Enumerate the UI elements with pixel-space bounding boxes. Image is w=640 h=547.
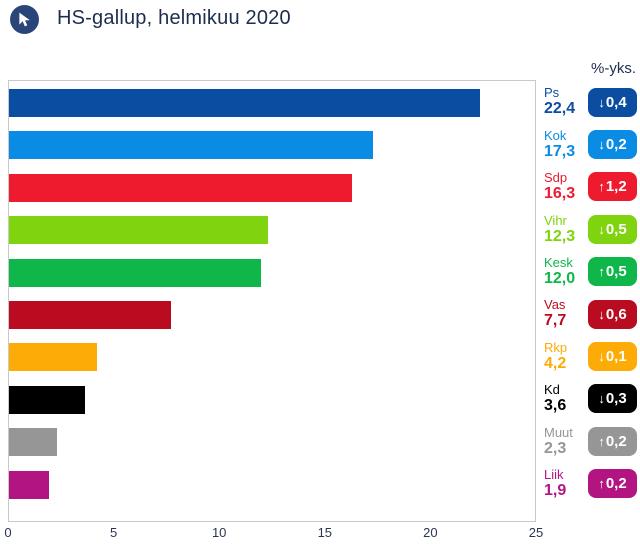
change-value: 0,5 (605, 263, 627, 281)
change-value: 0,6 (605, 305, 627, 323)
party-abbr: Muut (544, 424, 573, 440)
x-tick-20: 20 (423, 525, 438, 540)
party-label: Ps 22,4 (544, 85, 576, 118)
x-tick-0: 0 (4, 525, 12, 540)
party-label: Kesk 12,0 (544, 254, 576, 287)
party-abbr: Kd (544, 382, 560, 398)
change-value: 0,5 (605, 220, 627, 238)
bar-vas (9, 301, 171, 329)
party-label: Kd 3,6 (544, 382, 567, 415)
legend-entry-vihr: Vihr 12,3 ↓ 0,5 (544, 211, 637, 247)
party-value: 3,6 (544, 397, 567, 415)
bar-kok (9, 131, 373, 160)
arrow-up-icon: ↑ (598, 433, 605, 449)
change-badge: ↓ 0,4 (588, 87, 637, 117)
party-value: 4,2 (544, 354, 567, 372)
legend-column-header: %-yks. (591, 60, 636, 77)
change-badge: ↓ 0,1 (588, 341, 637, 371)
bar-kd (9, 385, 85, 414)
party-value: 7,7 (544, 312, 567, 330)
bar-vihr (9, 216, 268, 245)
party-value: 12,0 (544, 269, 576, 287)
change-value: 1,2 (605, 178, 627, 196)
party-abbr: Kok (544, 127, 567, 143)
party-label: Vas 7,7 (544, 297, 567, 330)
change-value: 0,1 (605, 347, 627, 365)
change-value: 0,2 (605, 432, 627, 450)
change-badge: ↑ 0,2 (588, 426, 637, 456)
legend-entry-ps: Ps 22,4 ↓ 0,4 (544, 84, 637, 120)
change-badge: ↓ 0,2 (588, 129, 637, 159)
change-badge: ↓ 0,3 (588, 384, 637, 414)
plot-area (8, 80, 536, 522)
legend-entry-rkp: Rkp 4,2 ↓ 0,1 (544, 338, 637, 374)
party-label: Rkp 4,2 (544, 339, 568, 372)
legend-entry-vas: Vas 7,7 ↓ 0,6 (544, 296, 637, 332)
change-badge: ↑ 0,2 (588, 469, 637, 499)
party-label: Muut 2,3 (544, 424, 573, 457)
party-value: 22,4 (544, 100, 576, 118)
party-label: Vihr 12,3 (544, 212, 576, 245)
arrow-down-icon: ↓ (598, 136, 605, 152)
legend-entry-sdp: Sdp 16,3 ↑ 1,2 (544, 169, 637, 205)
legend-entry-kd: Kd 3,6 ↓ 0,3 (544, 381, 637, 417)
arrow-down-icon: ↓ (598, 306, 605, 322)
arrow-up-icon: ↑ (598, 179, 605, 195)
arrow-down-icon: ↓ (598, 221, 605, 237)
party-abbr: Sdp (544, 170, 568, 186)
header: HS-gallup, helmikuu 2020 (0, 0, 640, 56)
bar-sdp (9, 173, 352, 202)
change-badge: ↑ 1,2 (588, 172, 637, 202)
party-value: 12,3 (544, 227, 576, 245)
bar-rkp (9, 343, 98, 372)
party-value: 16,3 (544, 185, 576, 203)
party-abbr: Vas (544, 297, 566, 313)
x-axis: 0 5 10 15 20 25 (4, 525, 543, 543)
bar-ps (9, 89, 481, 117)
change-value: 0,3 (605, 390, 627, 408)
legend-entry-kesk: Kesk 12,0 ↑ 0,5 (544, 254, 637, 290)
legend-entry-liik: Liik 1,9 ↑ 0,2 (544, 466, 637, 502)
legend-entry-kok: Kok 17,3 ↓ 0,2 (544, 126, 637, 162)
bar-liik (9, 470, 49, 499)
x-tick-25: 25 (528, 525, 544, 540)
arrow-down-icon: ↓ (598, 391, 605, 407)
arrow-up-icon: ↑ (598, 264, 605, 280)
party-abbr: Kesk (544, 254, 573, 270)
party-value: 17,3 (544, 142, 576, 160)
change-value: 0,4 (605, 93, 627, 111)
change-badge: ↑ 0,5 (588, 257, 637, 287)
party-abbr: Vihr (544, 212, 567, 228)
party-value: 2,3 (544, 439, 567, 457)
bar-kesk (9, 258, 262, 287)
arrow-down-icon: ↓ (598, 94, 605, 110)
party-abbr: Rkp (544, 339, 568, 355)
x-tick-10: 10 (211, 525, 227, 540)
arrow-up-icon: ↑ (598, 476, 605, 492)
x-tick-5: 5 (109, 525, 118, 540)
change-value: 0,2 (605, 475, 627, 493)
legend-entry-muut: Muut 2,3 ↑ 0,2 (544, 423, 637, 459)
party-abbr: Liik (544, 466, 564, 482)
party-label: Liik 1,9 (544, 466, 567, 499)
party-label: Kok 17,3 (544, 127, 576, 160)
page-title: HS-gallup, helmikuu 2020 (57, 7, 291, 29)
party-label: Sdp 16,3 (544, 170, 576, 203)
party-value: 1,9 (544, 481, 567, 499)
cursor-arrow-icon (10, 5, 39, 34)
x-tick-15: 15 (317, 525, 333, 540)
legend: Ps 22,4 ↓ 0,4 Kok 17,3 ↓ 0,2 Sdp 16,3 ↑ … (544, 80, 637, 522)
change-badge: ↓ 0,5 (588, 214, 637, 244)
arrow-down-icon: ↓ (598, 348, 605, 364)
change-badge: ↓ 0,6 (588, 299, 637, 329)
party-abbr: Ps (544, 85, 560, 101)
change-value: 0,2 (605, 135, 627, 153)
bar-muut (9, 428, 58, 457)
